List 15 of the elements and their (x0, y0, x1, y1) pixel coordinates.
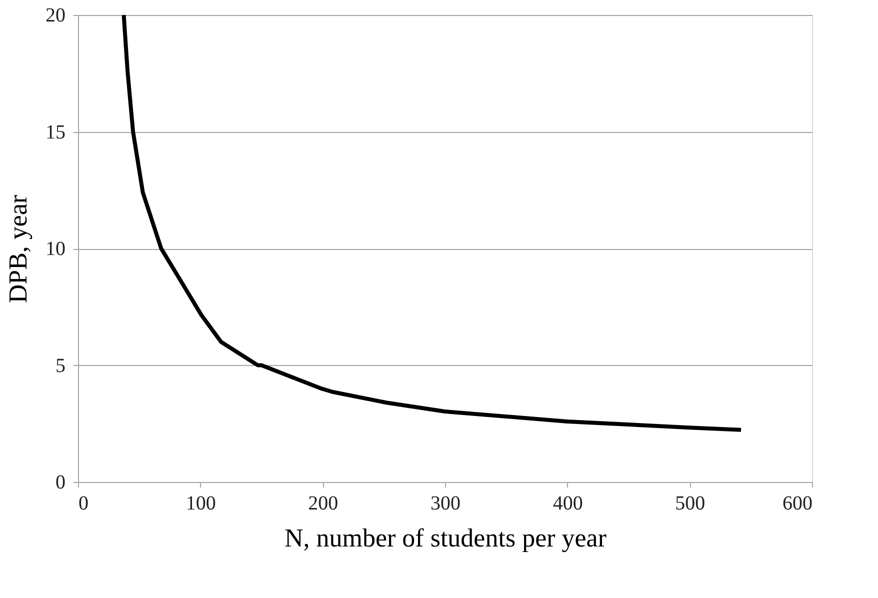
line-series (122, 13, 744, 432)
y-tick-label: 10 (46, 238, 66, 260)
x-tick-label: 500 (675, 492, 706, 514)
y-tick-label: 0 (56, 472, 66, 494)
y-axis-title: DPB, year (4, 194, 32, 304)
y-tick-label: 15 (46, 121, 66, 144)
x-tick-label: 0 (78, 492, 88, 514)
x-tick-label: 600 (782, 492, 812, 514)
x-tick-label: 200 (308, 492, 338, 514)
x-tick-label: 300 (430, 492, 460, 514)
y-tick-label: 20 (46, 4, 66, 26)
x-axis-title: N, number of students per year (284, 524, 607, 552)
x-tick-label: 400 (552, 492, 583, 514)
x-tick-label: 100 (186, 492, 216, 514)
y-tick-label: 5 (56, 354, 66, 377)
